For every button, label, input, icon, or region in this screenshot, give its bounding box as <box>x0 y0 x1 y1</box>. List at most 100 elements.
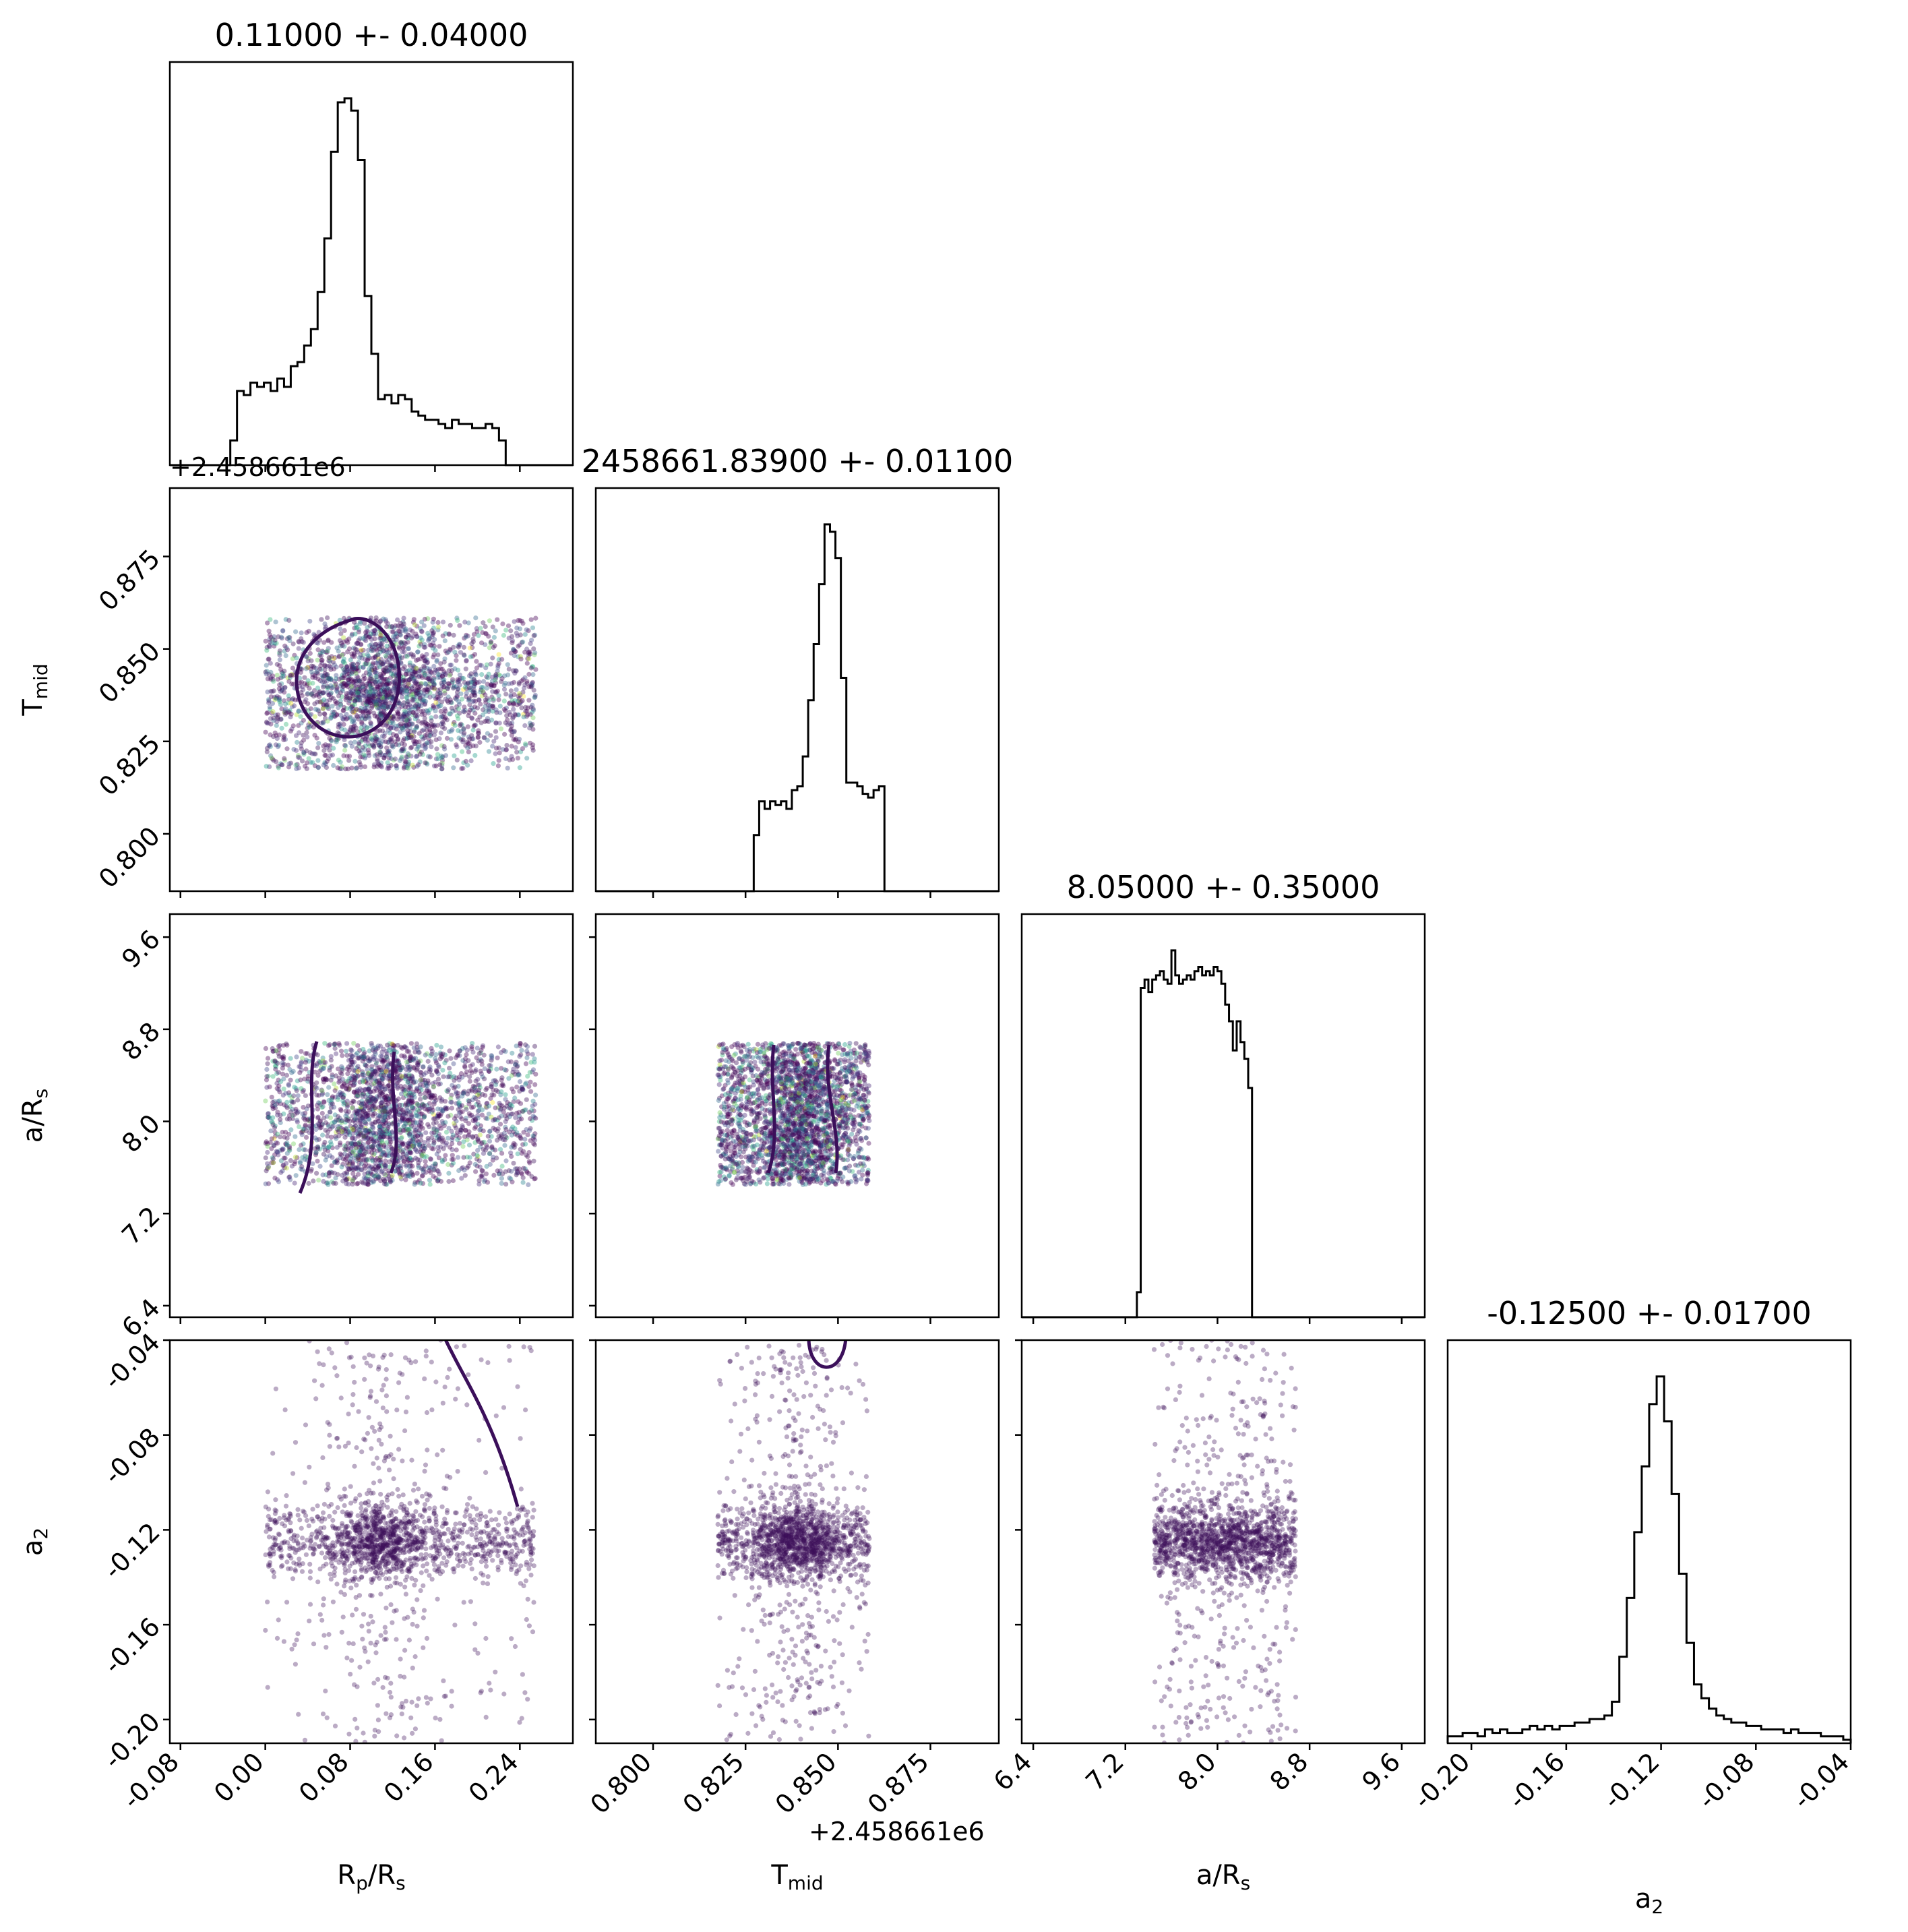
scatter-point <box>445 686 450 692</box>
scatter-point <box>384 693 390 698</box>
scatter-point <box>385 694 391 700</box>
scatter-point <box>485 696 490 701</box>
scatter-point <box>369 705 374 711</box>
scatter-point <box>485 731 491 736</box>
scatter-point <box>433 648 438 653</box>
scatter-point <box>369 1041 374 1046</box>
scatter-point <box>401 677 406 683</box>
scatter-point <box>455 617 460 624</box>
scatter-point <box>384 668 390 673</box>
scatter-point <box>349 765 355 771</box>
scatter-point <box>283 721 289 727</box>
scatter-point <box>448 647 454 653</box>
scatter-point <box>393 623 398 628</box>
scatter-point <box>286 700 291 706</box>
scatter-point <box>438 730 444 735</box>
scatter-point <box>454 713 460 719</box>
scatter-point <box>319 680 325 685</box>
scatter-point <box>363 698 368 703</box>
scatter-point <box>530 742 536 748</box>
scatter-point <box>483 1178 488 1183</box>
scatter-point <box>273 1133 278 1139</box>
scatter-point <box>332 683 338 688</box>
scatter-point <box>460 749 465 754</box>
scatter-point <box>338 626 343 632</box>
scatter-point <box>342 669 348 675</box>
scatter-point <box>363 708 369 713</box>
scatter-point <box>460 675 465 681</box>
scatter-point <box>287 1116 293 1122</box>
scatter-point <box>401 621 406 627</box>
scatter-point <box>278 634 284 640</box>
scatter-point <box>390 629 396 634</box>
scatter-point <box>441 684 447 690</box>
scatter-point <box>342 661 348 666</box>
scatter-point <box>289 682 295 687</box>
scatter-point <box>530 625 536 630</box>
scatter-point <box>455 1093 460 1099</box>
scatter-point <box>278 1170 284 1175</box>
scatter-point <box>489 1055 495 1061</box>
scatter-point <box>375 758 380 764</box>
scatter-point <box>474 680 480 686</box>
scatter-point <box>287 673 293 678</box>
scatter-point <box>315 1106 320 1112</box>
scatter-point <box>528 684 534 690</box>
scatter-point <box>457 641 462 647</box>
scatter-point <box>472 704 478 710</box>
scatter-point <box>346 636 352 642</box>
scatter-point <box>279 762 284 768</box>
scatter-point <box>435 652 441 658</box>
scatter-point <box>361 694 367 699</box>
scatter-point <box>288 673 294 678</box>
scatter-point <box>395 737 401 743</box>
scatter-point <box>289 697 295 702</box>
scatter-point <box>394 673 399 678</box>
scatter-point <box>410 710 416 715</box>
scatter-point <box>388 756 394 762</box>
scatter-point <box>323 716 328 721</box>
scatter-point <box>366 698 372 704</box>
scatter-point <box>354 746 359 751</box>
scatter-point <box>398 721 403 727</box>
scatter-point <box>365 1067 370 1073</box>
scatter-point <box>404 713 410 718</box>
scatter-point <box>441 1123 447 1128</box>
scatter-point <box>491 683 497 688</box>
scatter-point <box>494 1066 499 1072</box>
scatter-point <box>314 1085 319 1091</box>
scatter-point <box>369 686 375 692</box>
scatter-point <box>340 708 346 713</box>
scatter-point <box>309 663 314 669</box>
scatter-point <box>314 669 319 675</box>
scatter-point <box>441 721 446 727</box>
scatter-point <box>384 745 390 750</box>
scatter-point <box>265 689 270 694</box>
scatter-point <box>350 661 356 667</box>
scatter-point <box>372 636 377 642</box>
scatter-point <box>349 678 355 684</box>
scatter-point <box>381 1181 388 1186</box>
scatter-point <box>373 702 378 708</box>
scatter-point <box>271 688 276 694</box>
scatter-point <box>379 1069 385 1075</box>
scatter-point <box>451 765 456 771</box>
scatter-point <box>290 665 295 671</box>
scatter-point <box>348 1153 354 1159</box>
scatter-point <box>429 739 434 744</box>
scatter-point <box>308 706 313 711</box>
scatter-point <box>286 1083 292 1088</box>
scatter-point <box>402 628 408 633</box>
scatter-point <box>431 724 437 729</box>
scatter-point <box>449 700 454 706</box>
scatter-point <box>381 696 387 701</box>
scatter-point <box>358 762 363 768</box>
scatter-point <box>353 671 359 676</box>
scatter-point <box>373 689 379 694</box>
scatter-point <box>301 1141 306 1147</box>
scatter-point <box>389 653 394 658</box>
scatter-point <box>273 620 278 625</box>
scatter-point <box>410 692 416 697</box>
scatter-point <box>339 678 344 684</box>
scatter-point <box>468 654 474 659</box>
